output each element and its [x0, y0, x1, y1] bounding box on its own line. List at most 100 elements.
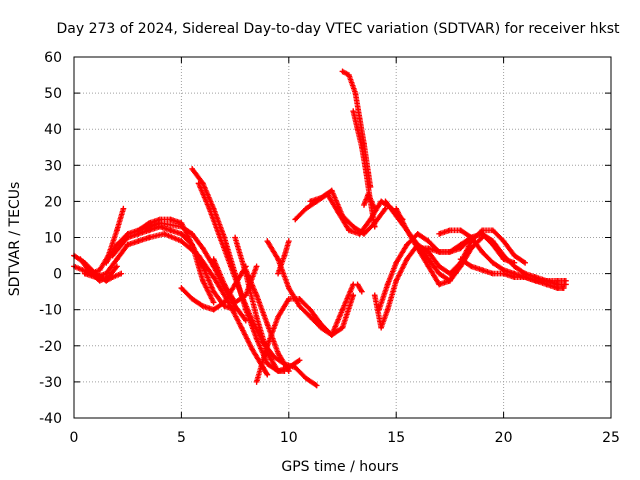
data-point: [490, 227, 496, 234]
data-point: [352, 90, 359, 96]
data-point: [359, 288, 365, 295]
data-point: [328, 332, 335, 338]
data-point: [264, 321, 271, 327]
data-point: [307, 314, 314, 320]
data-point: [77, 256, 84, 262]
data-point: [114, 256, 120, 262]
series-arc-22: [361, 191, 378, 212]
y-tick-label: 60: [44, 50, 62, 66]
data-point: [135, 227, 142, 234]
data-point: [146, 220, 152, 226]
data-point: [543, 278, 550, 284]
data-point: [554, 278, 561, 284]
data-point: [404, 227, 410, 234]
data-point: [346, 72, 352, 78]
data-point: [275, 368, 281, 374]
y-tick-label: 40: [44, 122, 62, 138]
data-point: [468, 234, 475, 241]
y-tick-label: -30: [39, 375, 62, 391]
x-axis-label: GPS time / hours: [281, 459, 398, 475]
data-point: [124, 234, 131, 241]
data-point: [361, 202, 367, 208]
data-point: [500, 238, 507, 244]
data-point: [120, 205, 127, 212]
x-tick-label: 5: [177, 430, 186, 446]
data-point: [371, 205, 378, 212]
series-arc-23: [354, 281, 365, 295]
data-point: [313, 382, 320, 389]
data-point: [457, 227, 464, 234]
data-point: [318, 194, 324, 201]
data-point: [425, 263, 432, 270]
data-point: [81, 270, 88, 277]
data-point: [447, 249, 453, 255]
data-point: [436, 249, 442, 255]
series-arc-16: [264, 238, 357, 338]
data-point: [533, 278, 539, 284]
data-point: [178, 238, 185, 244]
y-tick-label: 50: [44, 86, 62, 102]
data-point: [359, 144, 365, 151]
data-point: [195, 180, 202, 187]
data-point: [96, 278, 103, 284]
data-point: [221, 281, 228, 288]
series-arc-4: [81, 234, 152, 281]
data-point: [296, 357, 303, 364]
data-point: [436, 263, 442, 270]
data-point: [264, 371, 271, 378]
data-point: [292, 216, 299, 223]
data-point: [146, 234, 152, 241]
data-point: [221, 299, 228, 306]
plot-frame: [73, 56, 612, 419]
data-point: [189, 166, 195, 172]
data-point: [522, 274, 528, 281]
data-point: [339, 68, 346, 75]
data-point: [468, 263, 475, 270]
series-arc-18: [292, 191, 406, 237]
data-point: [490, 238, 496, 244]
data-point: [447, 227, 453, 234]
data-point: [275, 314, 281, 320]
data-point: [361, 231, 367, 237]
data-point: [232, 234, 238, 241]
data-point: [303, 205, 309, 212]
data-point: [228, 263, 234, 270]
data-point: [363, 169, 369, 176]
data-point: [339, 213, 346, 219]
data-point: [253, 314, 260, 320]
data-point: [307, 198, 314, 205]
y-tick-label: 20: [44, 194, 62, 210]
data-point: [210, 299, 217, 306]
data-point: [414, 245, 421, 252]
data-point: [414, 231, 421, 237]
data-point: [200, 245, 206, 252]
data-point: [178, 223, 185, 230]
data-point: [109, 252, 116, 259]
series-arc-21: [350, 108, 378, 230]
data-point: [563, 278, 569, 284]
data-point: [243, 267, 249, 273]
data-point: [292, 364, 299, 371]
data-point: [457, 256, 464, 262]
data-point: [157, 220, 163, 226]
data-point: [425, 238, 432, 244]
data-point: [382, 198, 389, 205]
data-point: [318, 324, 324, 331]
data-point: [303, 375, 309, 382]
data-point: [217, 234, 223, 241]
data-point: [167, 227, 174, 234]
data-point: [195, 252, 202, 259]
data-point: [264, 238, 271, 244]
data-point: [286, 285, 292, 291]
data-point: [79, 267, 86, 273]
data-point: [425, 245, 432, 252]
y-axis-label: SDTVAR / TECUs: [7, 182, 23, 297]
data-point: [286, 368, 292, 374]
series-markers: [354, 281, 365, 295]
data-point: [161, 231, 168, 237]
data-point: [124, 241, 131, 248]
data-point: [92, 274, 99, 281]
y-tick-label: 10: [44, 231, 62, 247]
x-tick-label: 20: [495, 430, 513, 446]
data-point: [135, 238, 142, 244]
